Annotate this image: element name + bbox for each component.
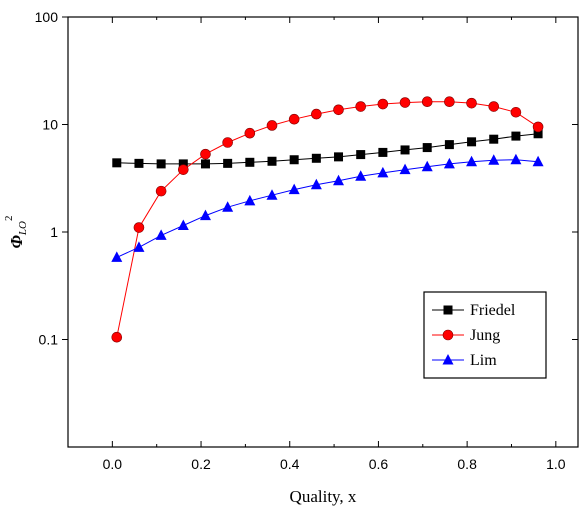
data-point-jung <box>444 96 455 107</box>
data-point-lim <box>377 166 389 178</box>
legend-marker <box>442 354 454 365</box>
legend-label: Friedel <box>470 302 516 319</box>
x-axis-title: Quality, x <box>290 487 357 506</box>
data-point-friedel <box>112 158 122 168</box>
y-tick-label: 10 <box>42 117 58 133</box>
data-point-lim <box>355 170 367 181</box>
x-tick-label: 0.4 <box>280 456 300 472</box>
data-point-lim <box>466 155 478 167</box>
data-point-jung <box>421 96 433 107</box>
plot-frame <box>67 16 579 448</box>
legend-label: Jung <box>470 327 500 344</box>
data-point-friedel <box>422 143 432 153</box>
data-point-friedel <box>334 152 344 162</box>
x-tick-label: 1.0 <box>546 456 566 472</box>
data-point-jung <box>510 106 522 118</box>
data-point-friedel <box>267 156 277 166</box>
data-point-lim <box>111 251 123 262</box>
svg-text:ΦLO2: ΦLO2 <box>3 216 29 249</box>
plot-area-border <box>67 16 579 448</box>
data-point-jung <box>266 120 278 131</box>
data-point-lim <box>532 155 544 167</box>
data-point-friedel <box>311 153 321 163</box>
data-point-lim <box>510 153 522 165</box>
data-point-jung <box>222 137 233 148</box>
series-friedel <box>112 129 543 169</box>
y-axis-title: ΦLO2 <box>3 216 29 249</box>
data-point-friedel <box>200 159 210 169</box>
data-point-lim <box>133 241 145 252</box>
data-point-jung <box>355 101 366 112</box>
x-tick-label: 0.2 <box>191 456 211 472</box>
data-point-jung <box>178 164 189 175</box>
legend-label: Lim <box>470 352 497 369</box>
data-point-lim <box>288 183 300 195</box>
data-point-friedel <box>378 147 388 157</box>
data-point-lim <box>443 157 455 169</box>
data-point-friedel <box>356 150 366 160</box>
data-point-lim <box>222 201 234 212</box>
data-point-friedel <box>533 129 543 139</box>
y-axis-title-main: Φ <box>7 234 26 248</box>
data-point-friedel <box>289 155 299 165</box>
data-point-lim <box>421 160 433 172</box>
data-point-jung <box>133 222 145 233</box>
x-tick-label: 0.6 <box>369 456 389 472</box>
x-tick-label: 0.8 <box>457 456 477 472</box>
data-point-jung <box>111 331 123 343</box>
legend-entry-friedel: Friedel <box>432 302 516 319</box>
data-point-friedel <box>134 158 144 168</box>
data-point-friedel <box>489 134 499 144</box>
data-point-jung <box>333 104 344 116</box>
series-layer <box>111 96 544 343</box>
data-point-lim <box>333 174 345 186</box>
legend-entry-jung: Jung <box>432 327 500 344</box>
data-point-friedel <box>444 140 454 150</box>
y-axis-title-sub: LO <box>17 221 29 236</box>
y-axis-title-sup: 2 <box>3 216 15 222</box>
data-point-friedel <box>400 145 410 155</box>
data-point-jung <box>466 97 477 109</box>
data-point-jung <box>488 101 500 112</box>
data-point-friedel <box>223 158 233 168</box>
data-point-jung <box>244 127 256 139</box>
legend-marker <box>443 305 453 315</box>
data-point-jung <box>311 108 322 120</box>
data-point-friedel <box>245 157 255 167</box>
data-point-friedel <box>178 159 188 169</box>
data-point-lim <box>199 209 211 221</box>
data-point-jung <box>200 148 211 160</box>
data-point-jung <box>155 185 167 197</box>
data-point-jung <box>288 113 300 125</box>
data-point-lim <box>399 163 411 175</box>
data-point-jung <box>377 98 389 110</box>
data-point-jung <box>532 121 544 133</box>
data-point-lim <box>177 219 189 230</box>
data-point-lim <box>155 229 167 240</box>
data-point-jung <box>399 97 411 108</box>
x-tick-label: 0.0 <box>103 456 123 472</box>
data-point-lim <box>266 189 278 200</box>
data-point-friedel <box>511 131 521 141</box>
series-lim <box>111 153 544 262</box>
y-tick-label: 0.1 <box>39 332 59 348</box>
data-point-friedel <box>467 137 477 147</box>
y-tick-label: 100 <box>35 9 59 25</box>
legend: Friedel Jung Lim <box>423 291 547 379</box>
data-point-lim <box>244 194 256 206</box>
data-point-lim <box>488 154 500 165</box>
series-jung <box>111 96 544 343</box>
data-point-friedel <box>156 159 166 169</box>
series-line-lim <box>116 159 539 258</box>
legend-marker <box>442 329 454 341</box>
axis-ticks: 0.0 0.2 0.4 0.6 0.8 1.0 0.1 1 10 100 <box>35 9 578 472</box>
legend-entry-lim: Lim <box>432 352 497 369</box>
data-point-lim <box>310 178 322 190</box>
y-tick-label: 1 <box>50 224 58 240</box>
